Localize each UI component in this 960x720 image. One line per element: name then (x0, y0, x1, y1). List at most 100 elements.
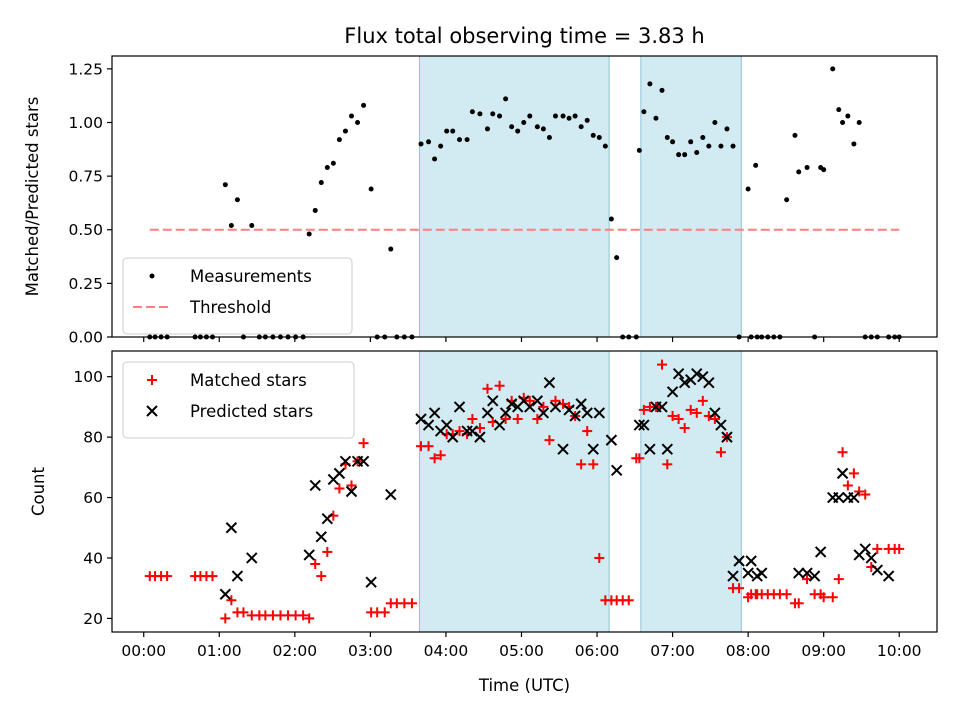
x-tick-label: 05:00 (499, 642, 544, 660)
measurement-point (503, 96, 509, 102)
measurement-point (659, 87, 665, 93)
observing-interval-shade (640, 56, 742, 337)
matched-star-point (734, 583, 745, 594)
measurement-point (234, 197, 240, 203)
predicted-star-point (524, 401, 536, 413)
matched-star-point (837, 447, 848, 458)
measurement-point (450, 128, 456, 134)
measurement-point (753, 162, 759, 168)
predicted-star-point (745, 555, 757, 567)
measurement-point (457, 137, 463, 143)
predicted-star-point (428, 407, 441, 419)
predicted-star-point (882, 570, 895, 582)
measurement-point (578, 124, 584, 130)
measurement-point (515, 128, 521, 134)
predicted-star-point (415, 413, 427, 425)
observing-interval-shade (419, 351, 610, 632)
predicted-star-point (225, 522, 238, 534)
predicted-star-point (385, 488, 397, 501)
measurement-point (584, 117, 590, 123)
x-tick-label: 10:00 (877, 642, 922, 660)
measurement-point (342, 128, 348, 134)
x-tick-label: 00:00 (121, 642, 166, 660)
measurement-point (590, 132, 596, 138)
legend-label: Matched stars (190, 371, 307, 390)
legend-matched-swatch (147, 375, 157, 385)
matched-star-point (524, 395, 535, 406)
measurement-point (670, 139, 676, 145)
measurement-point (497, 113, 503, 119)
predicted-star-point (537, 407, 550, 419)
predicted-star-point (721, 431, 733, 443)
measurement-point (222, 182, 228, 188)
measurement-point (566, 115, 572, 121)
measurement-point (228, 222, 234, 228)
top-y-axis-label: Matched/Predicted stars (23, 97, 42, 297)
matched-star-point (162, 571, 173, 582)
matched-star-point (623, 595, 634, 606)
matched-star-point (454, 426, 465, 437)
measurement-point (388, 246, 394, 252)
predicted-star-point (440, 419, 453, 431)
matched-star-point (576, 459, 587, 470)
legend-measurement-swatch (149, 273, 155, 279)
predicted-star-point (610, 464, 623, 477)
matched-star-point (532, 413, 543, 424)
measurement-point (688, 139, 694, 145)
measurement-point (540, 126, 546, 132)
predicted-star-point (691, 367, 703, 380)
measurement-point (552, 113, 558, 119)
predicted-star-point (836, 467, 849, 480)
matched-star-point (310, 559, 321, 570)
measurement-point (546, 135, 552, 141)
measurement-point (836, 107, 842, 113)
matched-star-point (827, 592, 838, 603)
predicted-star-point (801, 567, 813, 579)
measurement-point (830, 66, 836, 72)
predicted-star-point (453, 401, 466, 413)
matched-star-point (673, 413, 684, 424)
predicted-star-point (633, 419, 646, 431)
x-tick-label: 08:00 (726, 642, 771, 660)
matched-star-point (334, 483, 345, 494)
measurement-point (469, 109, 475, 115)
top-legend: Measurements Threshold (122, 257, 353, 335)
predicted-star-point (661, 443, 673, 455)
measurement-point (614, 255, 620, 261)
top-panel-frame (111, 55, 938, 338)
measurement-point (484, 126, 490, 132)
predicted-star-point (756, 567, 768, 579)
predicted-star-point (357, 455, 370, 467)
matched-star-point (697, 395, 708, 406)
predicted-star-point (422, 419, 435, 431)
measurement-point (784, 197, 790, 203)
matched-star-point (781, 589, 792, 600)
measurement-point (348, 113, 354, 119)
matched-star-point (207, 571, 218, 582)
measurement-point (324, 165, 330, 171)
measurement-point (596, 135, 602, 141)
predicted-star-point (703, 377, 715, 389)
y-tick-label: 40 (83, 549, 103, 567)
matched-star-point (406, 598, 417, 609)
measurement-point (560, 113, 566, 119)
predicted-star-point (808, 570, 821, 582)
observing-interval-shade (640, 351, 742, 632)
matched-star-point (709, 413, 720, 424)
legend-predicted-swatch (146, 405, 158, 417)
matched-star-point (238, 607, 249, 618)
measurement-point (312, 207, 318, 213)
measurement-point (647, 81, 653, 87)
predicted-star-point (593, 407, 606, 419)
y-tick-label: 80 (83, 429, 103, 447)
predicted-star-point (505, 398, 518, 410)
measurement-point (664, 135, 670, 141)
predicted-star-point (656, 401, 668, 413)
measurement-point (845, 113, 851, 119)
predicted-star-point (644, 443, 656, 455)
measurement-point (682, 152, 688, 158)
y-tick-label: 1.25 (68, 60, 103, 78)
measurement-point (355, 119, 361, 125)
measurement-point (641, 109, 647, 115)
